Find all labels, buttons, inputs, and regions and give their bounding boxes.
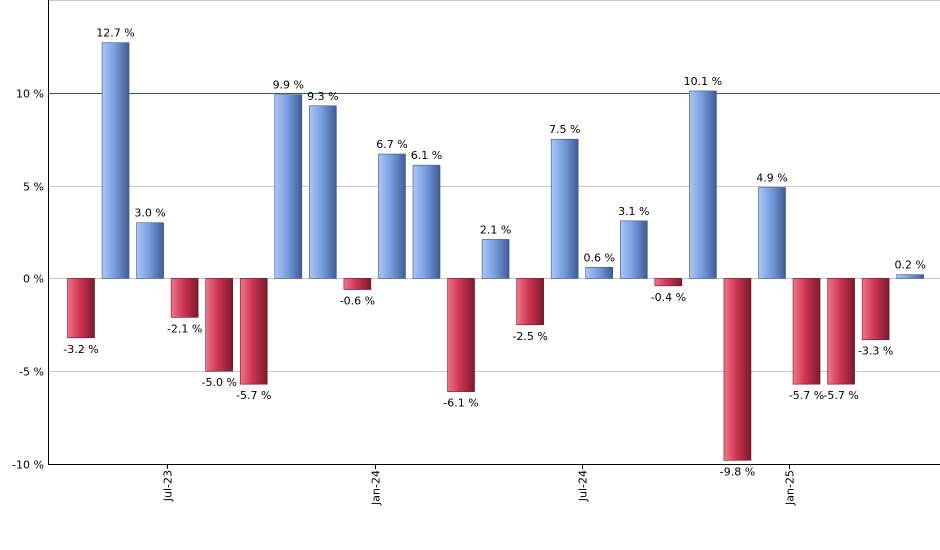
bar [861, 278, 890, 340]
x-tick-label: Jan-25 [784, 470, 797, 506]
axes: -10 % -5 % 0 % 5 % 10 % Jul-23 Jan-24 Jul-24 Jan… [12, 0, 940, 506]
data-label: -0.4 % [651, 291, 686, 304]
data-label: -3.3 % [858, 345, 893, 358]
data-label: 0.2 % [894, 259, 925, 272]
bar [67, 278, 95, 339]
y-tick-label: -5 % [19, 366, 44, 379]
bar [585, 266, 614, 279]
bar [239, 278, 268, 385]
y-tick-label: 5 % [23, 181, 44, 194]
x-tick-label: Jul-23 [162, 470, 175, 502]
data-labels: -3.2 %12.7 %3.0 %-2.1 %-5.0 %-5.7 %9.9 %… [63, 27, 926, 479]
data-label: -3.2 % [63, 343, 98, 356]
x-tick-label: Jul-24 [577, 470, 590, 502]
data-label: 6.7 % [376, 138, 407, 151]
bar [654, 278, 683, 287]
bar [689, 90, 717, 279]
data-label: 7.5 % [549, 123, 580, 136]
bar [343, 278, 372, 290]
bar [412, 164, 441, 279]
data-label: -9.8 % [720, 465, 755, 478]
data-label: -0.6 % [340, 295, 375, 308]
y-tick-label: 0 % [23, 273, 44, 286]
bar [378, 153, 406, 279]
bar [758, 187, 786, 279]
y-tick-label: 10 % [16, 88, 44, 101]
bar [205, 278, 233, 372]
bar [274, 94, 303, 279]
data-label: 12.7 % [96, 27, 134, 40]
data-label: -5.7 % [236, 389, 271, 402]
data-label: -5.7 % [823, 389, 858, 402]
data-label: -2.5 % [512, 330, 547, 343]
bar [481, 239, 510, 279]
bar [309, 105, 337, 279]
bar [723, 278, 752, 461]
bar [136, 222, 164, 279]
bar [792, 278, 821, 385]
bar [619, 220, 648, 279]
y-tick-label: -10 % [12, 459, 44, 472]
data-label: -5.7 % [789, 389, 824, 402]
bar [896, 274, 925, 279]
data-label: 3.0 % [134, 207, 165, 220]
data-label: 3.1 % [618, 205, 649, 218]
data-label: -5.0 % [201, 376, 236, 389]
bar [447, 278, 475, 392]
bar [101, 42, 130, 279]
bar [516, 278, 544, 326]
bar [170, 278, 199, 318]
bar [827, 278, 855, 385]
data-label: 10.1 % [684, 75, 722, 88]
bar [550, 138, 579, 279]
data-label: 2.1 % [480, 223, 511, 236]
x-tick-label: Jan-24 [370, 470, 383, 506]
data-label: -6.1 % [443, 397, 478, 410]
data-label: 4.9 % [756, 171, 787, 184]
data-label: -2.1 % [167, 322, 202, 335]
data-label: 0.6 % [584, 251, 615, 264]
data-label: 9.3 % [307, 90, 338, 103]
bars [67, 42, 925, 461]
data-label: 9.9 % [273, 79, 304, 92]
data-label: 6.1 % [411, 149, 442, 162]
